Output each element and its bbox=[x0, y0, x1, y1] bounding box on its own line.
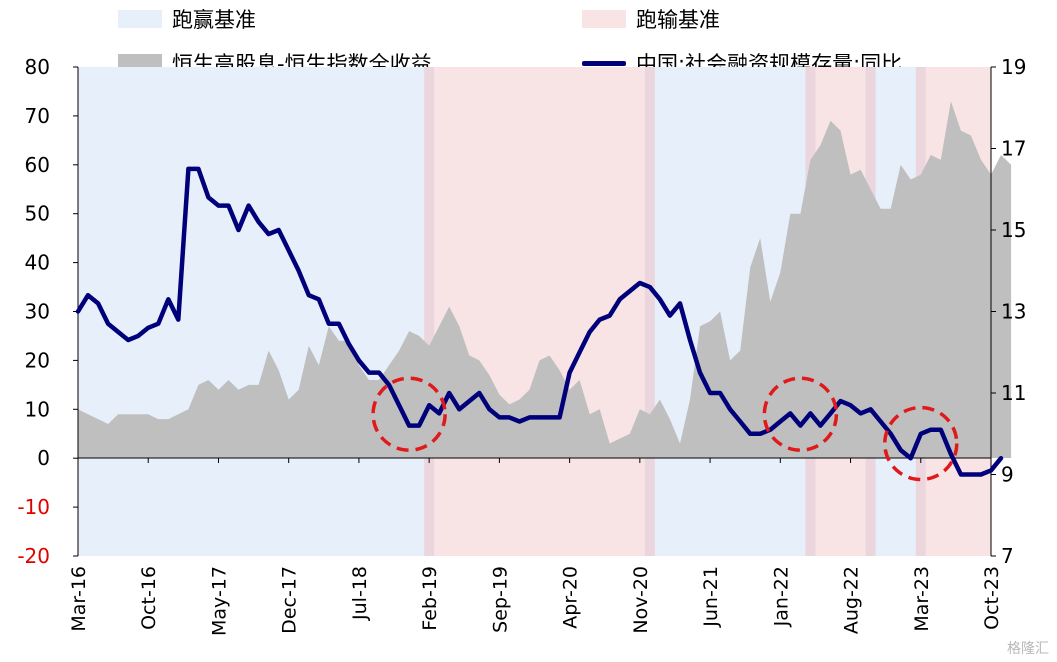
legend-swatch-line-series bbox=[582, 60, 626, 66]
x-tick-label: May-17 bbox=[208, 566, 230, 636]
regime-boundary bbox=[644, 67, 655, 556]
legend-item-underperform: 跑输基准 bbox=[582, 4, 720, 34]
left-tick-label: -10 bbox=[17, 495, 50, 519]
line-series bbox=[75, 166, 1004, 477]
x-tick-label: Mar-23 bbox=[911, 566, 933, 632]
x-tick-label: Dec-17 bbox=[279, 566, 301, 634]
left-tick-label: 10 bbox=[25, 397, 50, 421]
right-tick-label: 17 bbox=[1001, 137, 1026, 161]
x-tick-label: Nov-20 bbox=[630, 566, 652, 634]
right-tick-label: 11 bbox=[1001, 381, 1026, 405]
x-tick-label: Sep-19 bbox=[489, 566, 511, 633]
right-tick-label: 9 bbox=[1001, 463, 1014, 487]
annotation-dashed-circle bbox=[883, 405, 959, 482]
legend-swatch-underperform bbox=[582, 10, 626, 28]
left-tick-label: 50 bbox=[25, 202, 50, 226]
regime-boundary bbox=[424, 67, 435, 556]
left-tick-label: 60 bbox=[25, 153, 50, 177]
right-tick-label: 15 bbox=[1001, 218, 1026, 242]
x-tick-label: Aug-22 bbox=[841, 566, 863, 634]
left-tick-label: -20 bbox=[17, 544, 50, 568]
x-tick-label: Mar-16 bbox=[68, 566, 90, 632]
x-tick-label: Feb-19 bbox=[419, 566, 441, 631]
annotation-dashed-circle bbox=[762, 376, 839, 452]
left-tick-label: 40 bbox=[25, 251, 50, 275]
watermark: 格隆汇 bbox=[1007, 641, 1049, 657]
right-tick-label: 7 bbox=[1001, 544, 1014, 568]
x-tick-label: Jan-22 bbox=[770, 566, 792, 627]
legend-item-outperform: 跑赢基准 bbox=[118, 4, 256, 34]
x-tick-label: Oct-23 bbox=[981, 566, 1003, 630]
legend-label-underperform: 跑输基准 bbox=[636, 8, 720, 32]
left-tick-label: 80 bbox=[25, 55, 50, 79]
regime-band-outperform bbox=[78, 67, 430, 556]
x-tick-label: Jun-21 bbox=[700, 566, 722, 628]
regime-band-underperform bbox=[429, 67, 650, 556]
left-tick-label: 70 bbox=[25, 104, 50, 128]
x-tick-label: Apr-20 bbox=[560, 566, 582, 629]
legend-swatch-outperform bbox=[118, 10, 162, 28]
area-series bbox=[78, 101, 1012, 458]
left-tick-label: 20 bbox=[25, 348, 50, 372]
right-tick-label: 19 bbox=[1001, 55, 1026, 79]
annotation-dashed-circle bbox=[371, 376, 447, 452]
x-tick-label: Oct-16 bbox=[138, 566, 160, 630]
left-tick-label: 30 bbox=[25, 300, 50, 324]
right-tick-label: 13 bbox=[1001, 300, 1026, 324]
legend-label-outperform: 跑赢基准 bbox=[172, 8, 256, 32]
x-tick-label: Jul-18 bbox=[349, 566, 371, 621]
left-tick-label: 0 bbox=[37, 446, 50, 470]
